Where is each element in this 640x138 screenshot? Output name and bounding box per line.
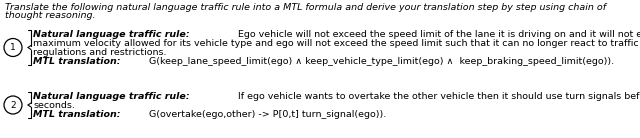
Text: 2: 2 (10, 100, 16, 109)
Text: thought reasoning.: thought reasoning. (5, 11, 95, 20)
Text: MTL translation:: MTL translation: (33, 110, 120, 119)
Text: If ego vehicle wants to overtake the other vehicle then it should use turn signa: If ego vehicle wants to overtake the oth… (235, 92, 640, 101)
Text: Ego vehicle will not exceed the speed limit of the lane it is driving on and it : Ego vehicle will not exceed the speed li… (235, 30, 640, 39)
Text: 1: 1 (10, 43, 16, 52)
Text: MTL translation:: MTL translation: (33, 57, 120, 66)
Text: seconds.: seconds. (33, 101, 75, 110)
Text: regulations and restrictions.: regulations and restrictions. (33, 48, 166, 57)
Circle shape (4, 39, 22, 56)
Circle shape (4, 96, 22, 114)
Text: Natural language traffic rule:: Natural language traffic rule: (33, 92, 189, 101)
Text: G(keep_lane_speed_limit(ego) ∧ keep_vehicle_type_limit(ego) ∧  keep_braking_spee: G(keep_lane_speed_limit(ego) ∧ keep_vehi… (146, 57, 614, 66)
Text: Translate the following natural language traffic rule into a MTL formula and der: Translate the following natural language… (5, 3, 606, 12)
Text: G(overtake(ego,other) -> P[0,t] turn_signal(ego)).: G(overtake(ego,other) -> P[0,t] turn_sig… (146, 110, 386, 119)
Text: maximum velocity allowed for its vehicle type and ego will not exceed the speed : maximum velocity allowed for its vehicle… (33, 39, 639, 48)
Text: Natural language traffic rule:: Natural language traffic rule: (33, 30, 189, 39)
